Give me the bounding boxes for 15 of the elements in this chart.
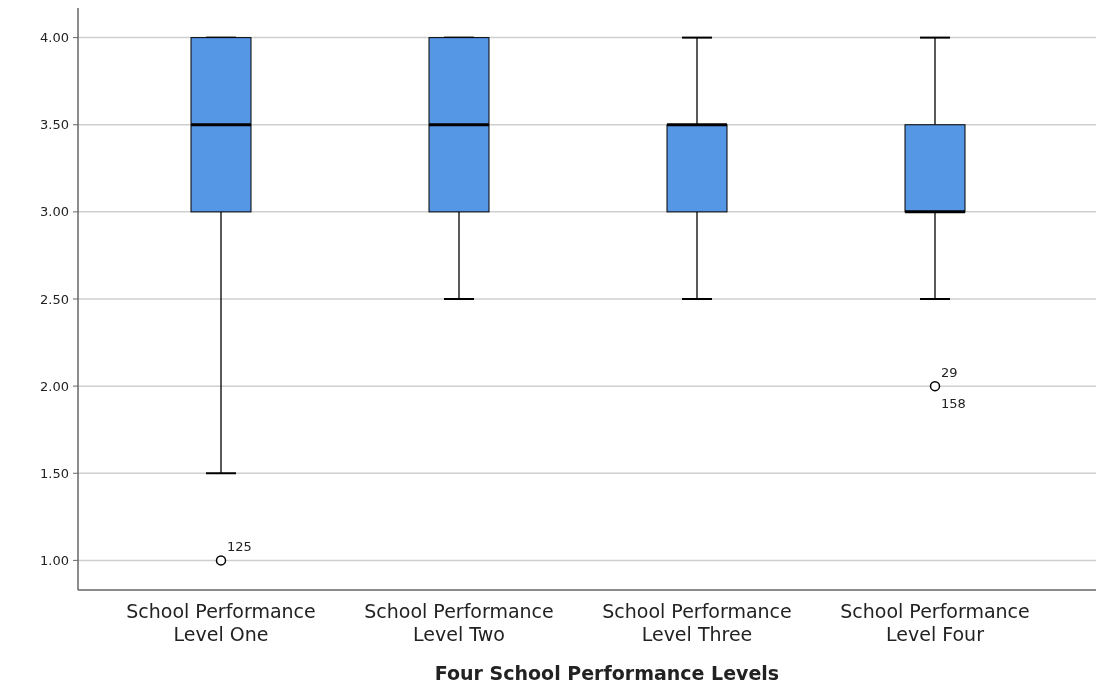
x-tick-label: School Performance Level Four <box>840 600 1030 645</box>
annotation: 29 <box>941 365 958 381</box>
y-tick-label: 4.00 <box>40 30 69 46</box>
y-tick-label: 3.00 <box>40 204 69 220</box>
x-tick-label: School Performance Level One <box>126 600 316 645</box>
annotation: 125 <box>227 539 252 555</box>
y-tick-label: 1.00 <box>40 552 69 568</box>
annotation: 158 <box>941 396 966 412</box>
y-tick-label: 1.50 <box>40 465 69 481</box>
x-tick-label: School Performance Level Three <box>602 600 792 645</box>
y-tick-label: 2.00 <box>40 378 69 394</box>
x-axis-title: Four School Performance Levels <box>434 662 780 684</box>
y-tick-label: 3.50 <box>40 117 69 133</box>
x-tick-label: School Performance Level Two <box>364 600 554 645</box>
y-tick-label: 2.50 <box>40 291 69 307</box>
